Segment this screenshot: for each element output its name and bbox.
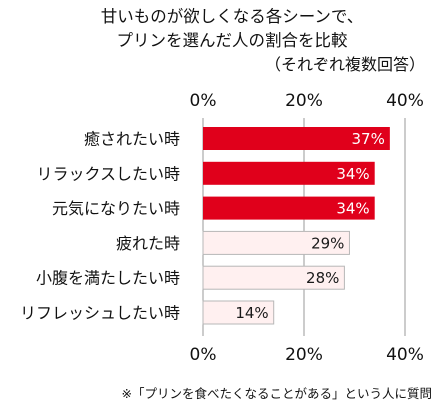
bar-value-label: 34%	[336, 165, 369, 183]
x-tick-label-bottom: 20%	[285, 345, 323, 365]
category-label: 疲れた時	[116, 234, 180, 253]
bar	[203, 127, 390, 150]
category-label: リラックスしたい時	[36, 164, 180, 183]
bar-value-label: 28%	[306, 269, 339, 287]
bottom-axis-tick-labels: 0% 20% 40%	[190, 345, 424, 365]
chart-subtitle: （それぞれ複数回答）	[265, 55, 425, 74]
category-labels: 癒されたい時リラックスしたい時元気になりたい時疲れた時小腹を満たしたい時リフレッ…	[20, 130, 180, 323]
chart-title-group: 甘いものが欲しくなる各シーンで、 プリンを選んだ人の割合を比較 （それぞれ複数回…	[101, 7, 425, 74]
chart-footnote: ※「プリンを食べたくなることがある」という人に質問	[122, 386, 432, 401]
bar-value-labels: 37% 34% 34% 29% 28% 14%	[235, 130, 384, 322]
bar-value-label: 14%	[235, 304, 268, 322]
category-label: 元気になりたい時	[52, 199, 180, 218]
x-tick-label-bottom: 0%	[190, 345, 217, 365]
bar	[202, 230, 350, 255]
bar	[202, 265, 345, 290]
bar	[203, 196, 375, 220]
x-tick-label-top: 20%	[285, 91, 323, 111]
x-tick-label-top: 0%	[190, 91, 217, 111]
bar-value-label: 34%	[336, 200, 369, 218]
gridlines	[202, 118, 406, 336]
bar-value-label: 29%	[311, 234, 344, 252]
bar	[203, 161, 375, 185]
chart-title-line-1: 甘いものが欲しくなる各シーンで、	[101, 7, 364, 26]
bars	[202, 127, 390, 325]
category-label: リフレッシュしたい時	[20, 304, 180, 323]
category-label: 癒されたい時	[84, 130, 180, 149]
bar-value-label: 37%	[352, 130, 385, 148]
chart-title-line-2: プリンを選んだ人の割合を比較	[117, 31, 349, 50]
category-label: 小腹を満たしたい時	[36, 269, 180, 288]
top-axis-tick-labels: 0% 20% 40%	[190, 91, 424, 111]
x-tick-label-bottom: 40%	[386, 345, 424, 365]
x-tick-label-top: 40%	[386, 91, 424, 111]
bar	[202, 300, 275, 325]
